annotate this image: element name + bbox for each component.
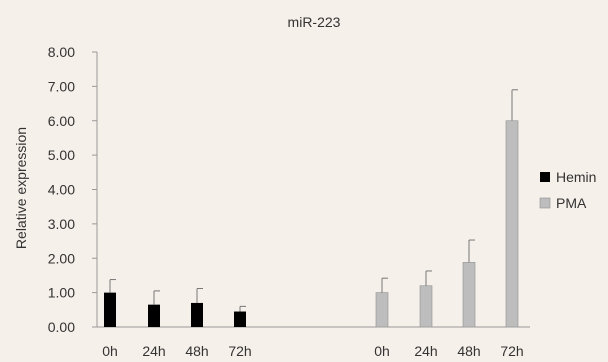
x-tick-label: 48h: [457, 343, 480, 359]
legend-swatch-pma: [539, 197, 551, 209]
y-tick-label: 4.00: [48, 182, 75, 198]
y-tick-label: 1.00: [48, 285, 75, 301]
chart-title: miR-223: [288, 14, 341, 30]
x-tick-label: 72h: [500, 343, 523, 359]
y-tick-label: 7.00: [48, 78, 75, 94]
y-tick-label: 8.00: [48, 44, 75, 60]
x-tick-label: 0h: [374, 343, 390, 359]
legend-label-hemin: Hemin: [556, 169, 596, 185]
x-tick-label: 24h: [414, 343, 437, 359]
x-tick-label: 24h: [142, 343, 165, 359]
y-tick-label: 2.00: [48, 250, 75, 266]
legend: Hemin PMA: [539, 169, 596, 211]
bar-hemin-72h: [234, 311, 246, 327]
bar-hemin-24h: [148, 304, 160, 327]
x-tick-label: 72h: [228, 343, 251, 359]
x-tick-label: 0h: [102, 343, 118, 359]
bar-pma-0h: [375, 292, 389, 328]
bar-pma-72h: [505, 120, 519, 328]
axes: 0.00 1.00 2.00 3.00 4.00 5.00 6.00 7.00 8.00: [48, 44, 530, 335]
y-tick-label: 0.00: [48, 319, 75, 335]
legend-swatch-hemin: [540, 172, 550, 182]
bar-hemin-0h: [104, 292, 116, 327]
bar-pma-48h: [462, 262, 476, 328]
legend-label-pma: PMA: [556, 195, 587, 211]
y-tick-label: 3.00: [48, 216, 75, 232]
bar-pma-24h: [419, 285, 433, 328]
x-tick-label: 48h: [185, 343, 208, 359]
bars: 0h 24h 48h 72h 0h 24h 48h 72h: [102, 89, 524, 359]
y-tick-label: 5.00: [48, 147, 75, 163]
y-tick-label: 6.00: [48, 113, 75, 129]
bar-hemin-48h: [191, 302, 203, 327]
y-axis-label: Relative expression: [13, 127, 29, 249]
